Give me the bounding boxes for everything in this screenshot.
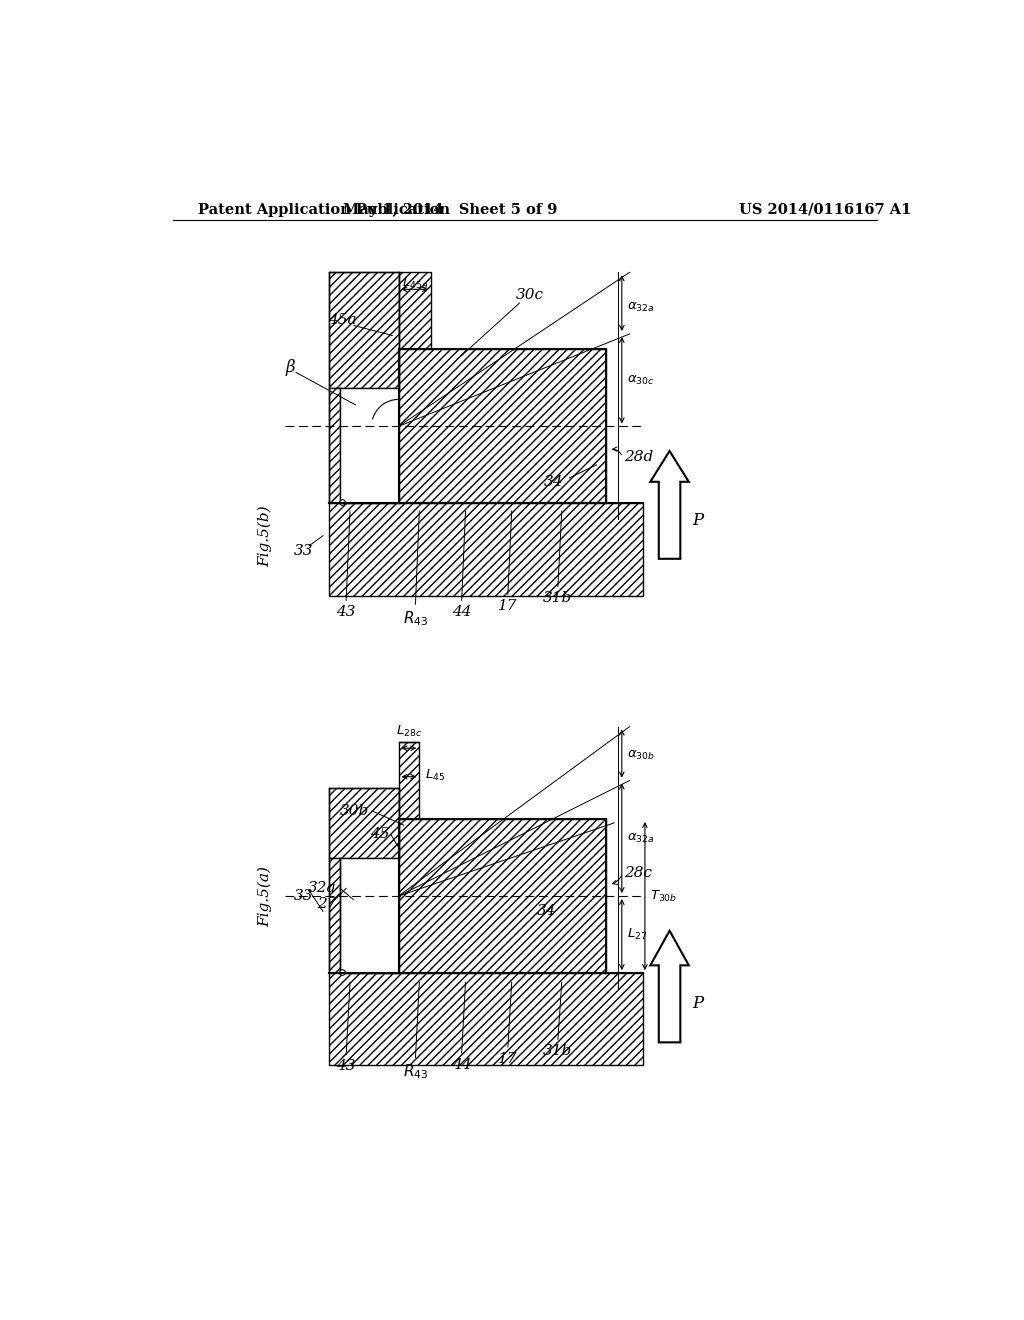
Text: 43: 43 (337, 1059, 356, 1073)
Bar (340, 858, 398, 973)
Text: 17: 17 (498, 599, 517, 612)
Text: $\alpha_{32a}$: $\alpha_{32a}$ (628, 832, 654, 845)
Text: 27: 27 (317, 896, 337, 911)
Text: US 2014/0116167 A1: US 2014/0116167 A1 (739, 203, 911, 216)
Text: 31b: 31b (544, 591, 572, 605)
Polygon shape (398, 742, 419, 818)
Polygon shape (330, 973, 643, 1065)
Text: 30b: 30b (340, 804, 370, 818)
Text: $R_{43}$: $R_{43}$ (402, 609, 428, 627)
Text: 33: 33 (294, 890, 313, 903)
Text: $\alpha_{30c}$: $\alpha_{30c}$ (628, 374, 654, 387)
Text: Fig.5(a): Fig.5(a) (258, 866, 272, 927)
Text: $R_{43}$: $R_{43}$ (402, 1063, 428, 1081)
Text: $\alpha_{30b}$: $\alpha_{30b}$ (628, 750, 655, 763)
Polygon shape (398, 818, 606, 973)
Text: 45: 45 (370, 828, 389, 841)
Text: May 1, 2014   Sheet 5 of 9: May 1, 2014 Sheet 5 of 9 (343, 203, 557, 216)
Text: 34: 34 (537, 904, 556, 919)
Polygon shape (398, 350, 606, 503)
Text: 30c: 30c (515, 289, 544, 302)
Text: $L_{27}$: $L_{27}$ (628, 927, 647, 942)
Text: P: P (692, 995, 703, 1012)
Text: Patent Application Publication: Patent Application Publication (199, 203, 451, 216)
Text: $L_{28c}$: $L_{28c}$ (396, 723, 422, 739)
Polygon shape (330, 858, 340, 973)
Text: 33: 33 (294, 544, 313, 558)
Text: $T_{30b}$: $T_{30b}$ (650, 888, 678, 904)
Polygon shape (650, 931, 689, 1043)
Text: $L_{45a}$: $L_{45a}$ (401, 276, 428, 290)
Polygon shape (330, 388, 340, 503)
Text: $L_{45}$: $L_{45}$ (425, 768, 445, 783)
Text: 44: 44 (452, 605, 471, 619)
Text: 28c: 28c (625, 866, 652, 880)
Polygon shape (650, 451, 689, 558)
Polygon shape (330, 503, 643, 595)
Text: 34: 34 (545, 475, 564, 488)
Polygon shape (330, 788, 398, 858)
Text: $\alpha_{32a}$: $\alpha_{32a}$ (628, 301, 654, 314)
Text: Fig.5(b): Fig.5(b) (258, 504, 272, 566)
Bar (340, 388, 398, 503)
Text: 31b: 31b (544, 1044, 572, 1057)
Text: P: P (692, 512, 703, 529)
Text: 28d: 28d (625, 450, 653, 465)
Text: β: β (286, 359, 296, 376)
Text: 32a: 32a (308, 882, 337, 895)
Text: 44: 44 (452, 1057, 471, 1072)
Text: 43: 43 (337, 605, 356, 619)
Text: 17: 17 (498, 1052, 517, 1065)
Polygon shape (398, 272, 431, 350)
Polygon shape (330, 272, 398, 388)
Text: 45a: 45a (328, 313, 356, 327)
